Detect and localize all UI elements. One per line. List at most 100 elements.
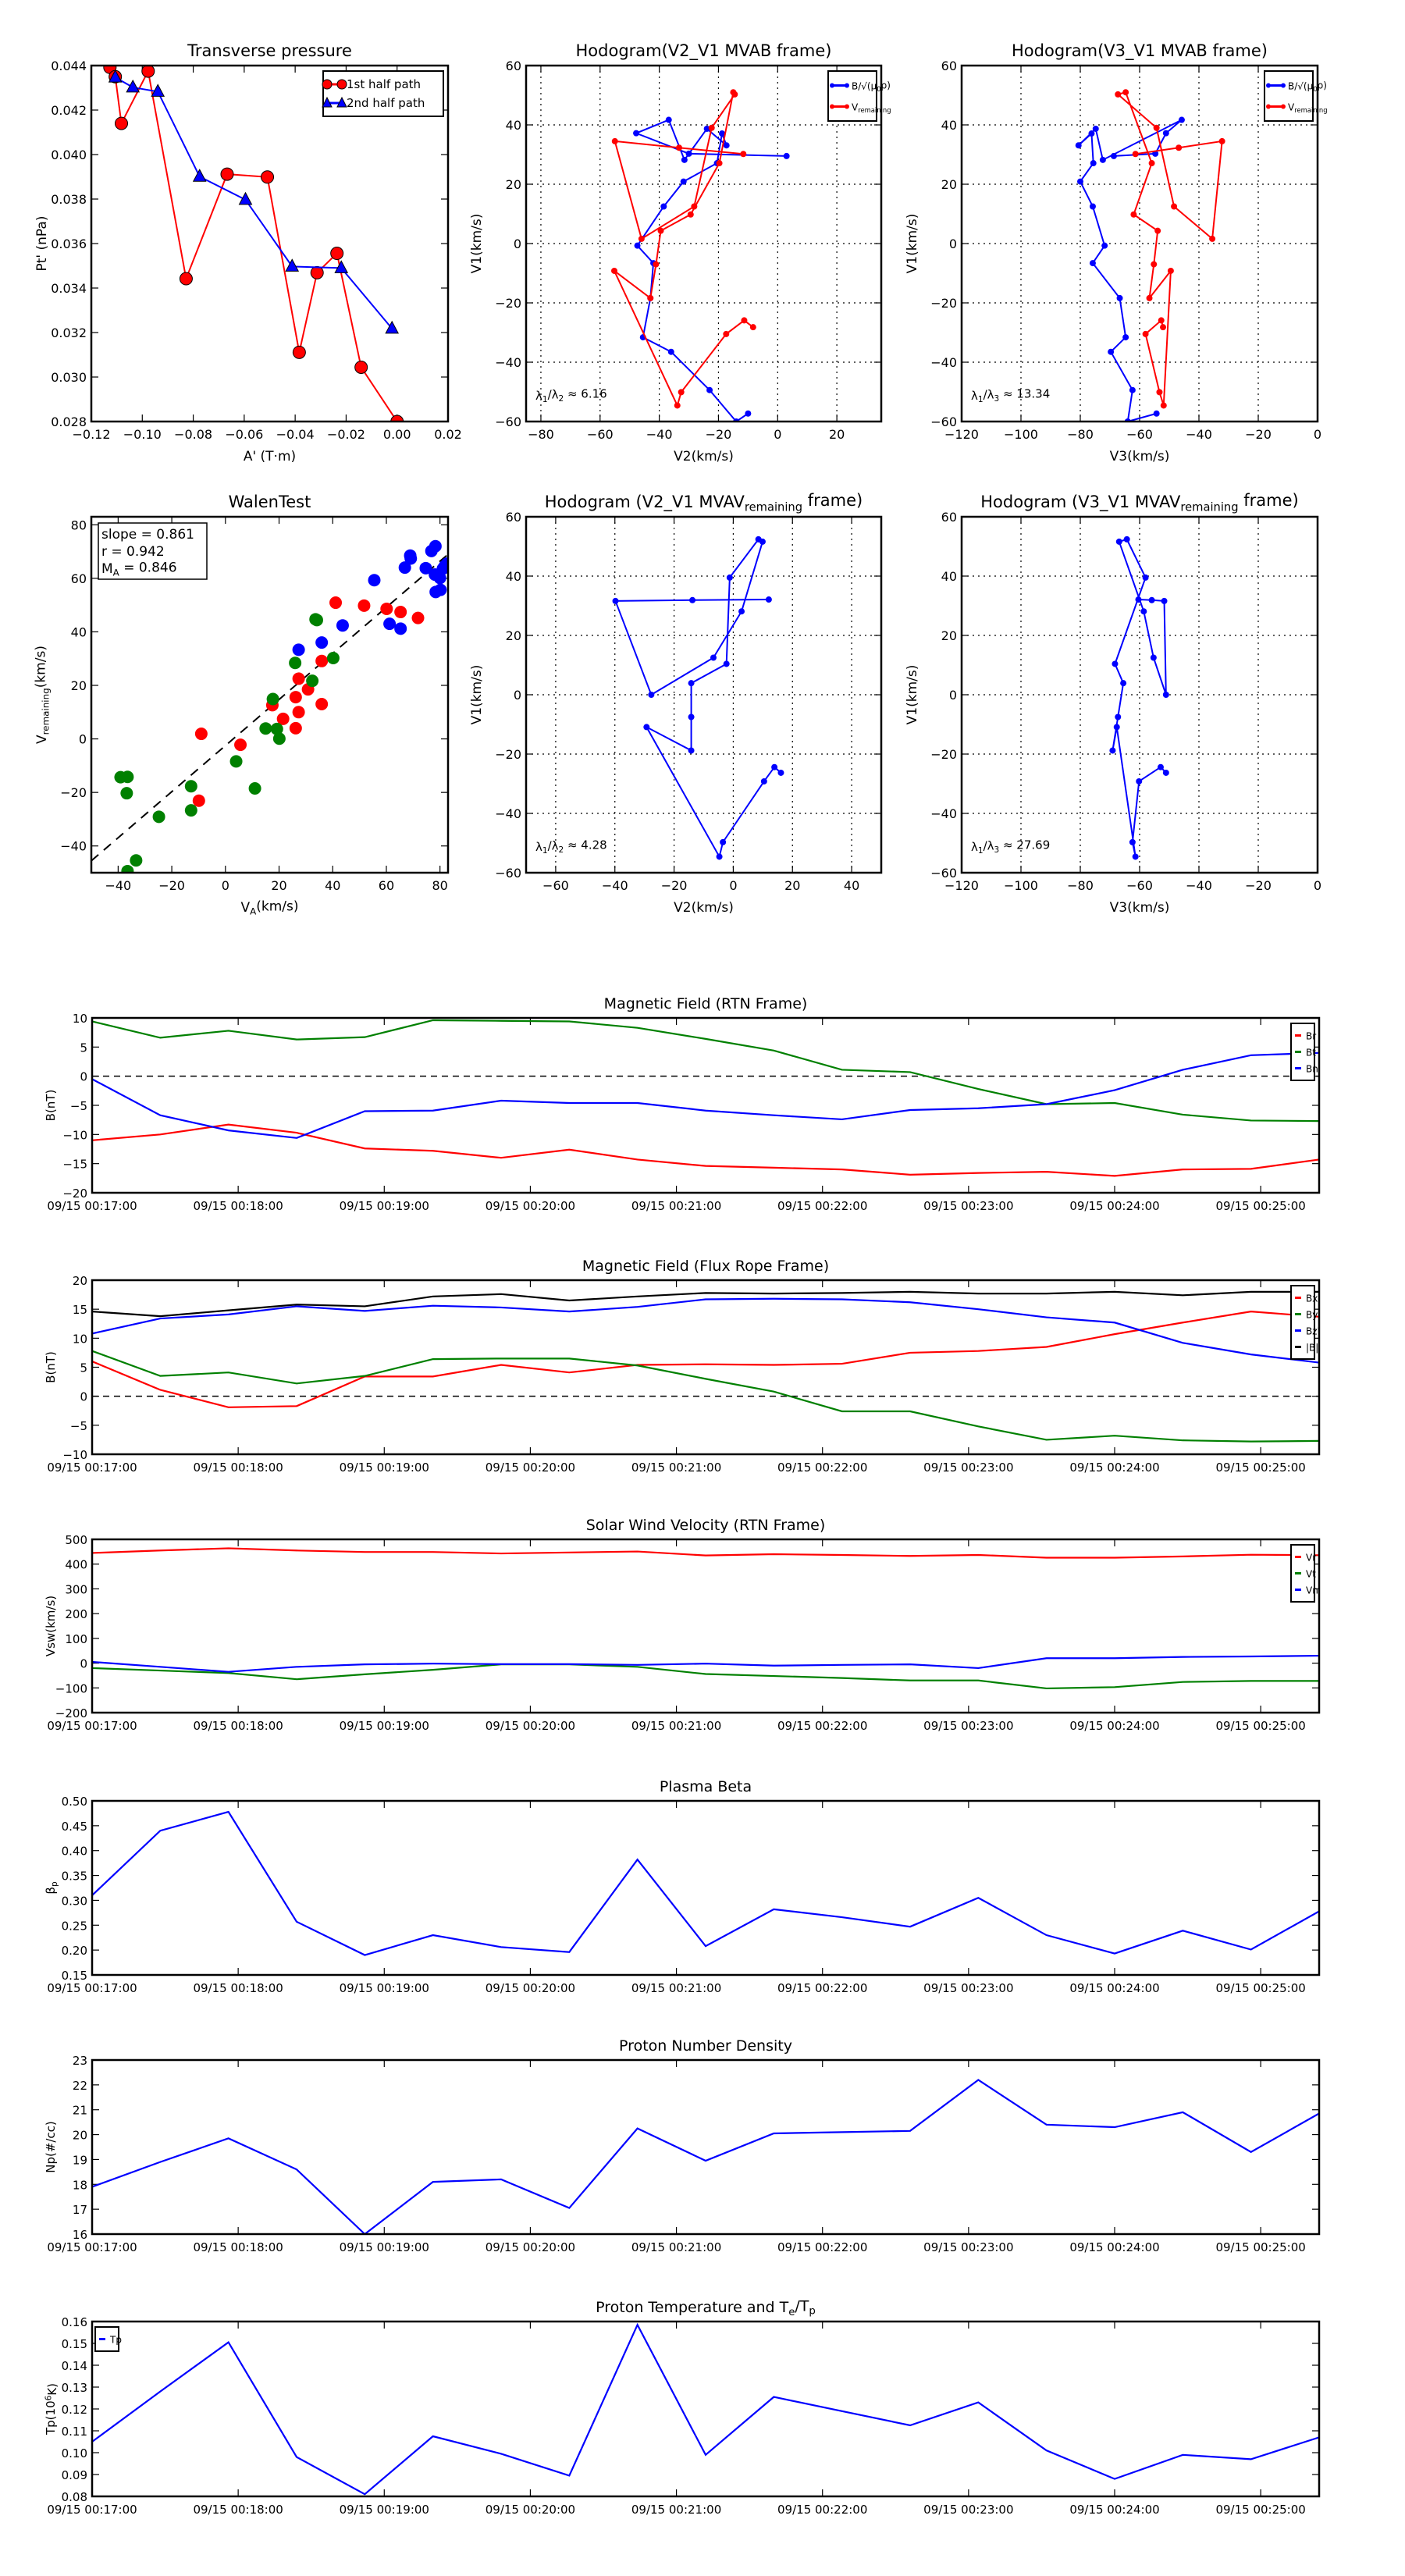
y-tick-label: 40 bbox=[506, 118, 521, 133]
y-axis-label: βp bbox=[44, 1881, 59, 1895]
series-line-vr bbox=[92, 1547, 1319, 1559]
y-axis-label: B(nT) bbox=[44, 1351, 58, 1383]
data-point-dot bbox=[1160, 402, 1167, 409]
legend-marker bbox=[336, 79, 347, 90]
y-tick-label: 0.028 bbox=[51, 415, 87, 429]
data-point-dot bbox=[1136, 777, 1143, 785]
x-tick-label: 09/15 00:23:00 bbox=[923, 1461, 1013, 1475]
y-axis-label: Vsw(km/s) bbox=[44, 1596, 58, 1656]
text-run: B(nT) bbox=[44, 1351, 58, 1383]
y-tick-label: 0.25 bbox=[62, 1919, 87, 1933]
x-tick-label: −0.06 bbox=[225, 427, 263, 442]
y-tick-label: 40 bbox=[506, 569, 521, 584]
scatter-point bbox=[326, 652, 340, 665]
text-run: Np(#/cc) bbox=[44, 2121, 58, 2173]
scatter-point bbox=[289, 691, 302, 704]
data-point-dot bbox=[1101, 242, 1108, 249]
scatter-point bbox=[315, 654, 329, 667]
legend-label: Bx' bbox=[1306, 1293, 1321, 1304]
data-point-dot bbox=[1089, 260, 1096, 267]
chart-title: Magnetic Field (Flux Rope Frame) bbox=[582, 1258, 829, 1275]
data-point-dot bbox=[1132, 853, 1139, 860]
series-line-series-0 bbox=[92, 2079, 1319, 2234]
x-tick-label: −100 bbox=[1004, 427, 1038, 442]
data-point-dot bbox=[665, 116, 672, 123]
x-tick-label: −0.02 bbox=[327, 427, 365, 442]
data-point-dot bbox=[611, 137, 618, 144]
data-point-circle bbox=[141, 66, 155, 78]
legend-marker bbox=[1281, 104, 1286, 109]
text-run: remaining bbox=[1294, 106, 1327, 114]
x-tick-label: −60 bbox=[542, 878, 569, 893]
data-point-dot bbox=[1148, 596, 1155, 603]
scatter-point bbox=[266, 692, 279, 706]
y-axis-label: Np(#/cc) bbox=[44, 2121, 58, 2173]
y-tick-label: 0.030 bbox=[51, 370, 87, 385]
x-tick-label: 09/15 00:22:00 bbox=[777, 2503, 867, 2517]
x-tick-label: 09/15 00:18:00 bbox=[193, 1719, 283, 1733]
legend-marker bbox=[845, 104, 849, 109]
legend-label: |B| bbox=[1306, 1343, 1318, 1354]
y-axis-label: V1(km/s) bbox=[905, 214, 920, 274]
y-tick-label: 0.50 bbox=[62, 1795, 87, 1809]
x-tick-label: −20 bbox=[1245, 427, 1272, 442]
scatter-point bbox=[276, 712, 290, 725]
data-point-dot bbox=[689, 596, 696, 603]
data-point-dot bbox=[1157, 763, 1164, 770]
y-tick-label: −20 bbox=[60, 785, 87, 800]
legend-box bbox=[322, 70, 444, 117]
data-point-triangle bbox=[285, 258, 300, 272]
y-tick-label: 0.11 bbox=[62, 2425, 87, 2439]
scatter-point bbox=[380, 602, 393, 615]
text-run: Bt bbox=[1306, 1048, 1316, 1059]
y-tick-label: 20 bbox=[941, 628, 957, 643]
text-run: 0 bbox=[1313, 85, 1317, 93]
x-tick-label: −120 bbox=[944, 878, 979, 893]
axes-frame bbox=[91, 1016, 1321, 1194]
scatter-point bbox=[394, 622, 407, 635]
data-point-circle bbox=[310, 265, 324, 279]
y-tick-label: −60 bbox=[495, 415, 521, 429]
x-tick-label: 0 bbox=[222, 878, 229, 893]
text-run: remaining bbox=[1180, 500, 1238, 514]
x-tick-label: 09/15 00:24:00 bbox=[1069, 1981, 1159, 1995]
scatter-point bbox=[184, 804, 197, 817]
scatter-point bbox=[121, 770, 134, 784]
legend-marker bbox=[830, 83, 834, 88]
y-tick-label: 0.036 bbox=[51, 237, 87, 251]
stats-line: MA = 0.846 bbox=[101, 560, 177, 578]
y-tick-label: 0 bbox=[80, 1390, 87, 1404]
axes-frame bbox=[90, 64, 450, 423]
y-tick-label: 18 bbox=[73, 2178, 87, 2192]
y-tick-label: −20 bbox=[930, 747, 957, 762]
y-tick-label: −20 bbox=[495, 747, 521, 762]
x-tick-label: 09/15 00:20:00 bbox=[486, 2503, 575, 2517]
text-run: A' (T·m) bbox=[244, 449, 296, 464]
x-tick-label: 09/15 00:22:00 bbox=[777, 2240, 867, 2254]
data-point-dot bbox=[1122, 334, 1129, 341]
y-tick-label: −40 bbox=[930, 355, 957, 370]
x-tick-label: −0.08 bbox=[174, 427, 212, 442]
x-tick-label: 20 bbox=[784, 878, 800, 893]
legend-label: Bt bbox=[1306, 1048, 1316, 1059]
y-tick-label: 0.30 bbox=[62, 1894, 87, 1908]
text-run: λ bbox=[535, 840, 542, 854]
x-tick-label: −0.04 bbox=[276, 427, 315, 442]
plot-area bbox=[92, 1019, 1319, 1177]
data-point-dot bbox=[1110, 152, 1117, 159]
y-tick-label: 400 bbox=[65, 1558, 87, 1572]
plot-area bbox=[1075, 89, 1225, 422]
y-tick-label: 40 bbox=[941, 569, 957, 584]
data-point-dot bbox=[634, 242, 641, 249]
x-tick-label: 09/15 00:19:00 bbox=[340, 1981, 429, 1995]
y-tick-label: 10 bbox=[73, 1012, 87, 1026]
legend-label: Bz' bbox=[1306, 1326, 1320, 1337]
x-tick-label: −120 bbox=[944, 427, 979, 442]
y-tick-label: 23 bbox=[73, 2054, 87, 2068]
y-tick-label: 0.08 bbox=[62, 2490, 87, 2504]
scatter-point bbox=[152, 810, 165, 824]
text-run: e bbox=[788, 2307, 795, 2318]
legend-label: B/√(μ0ρ) bbox=[1288, 80, 1327, 93]
text-run: Vr bbox=[1306, 1553, 1316, 1564]
text-run: Bn bbox=[1306, 1064, 1318, 1075]
